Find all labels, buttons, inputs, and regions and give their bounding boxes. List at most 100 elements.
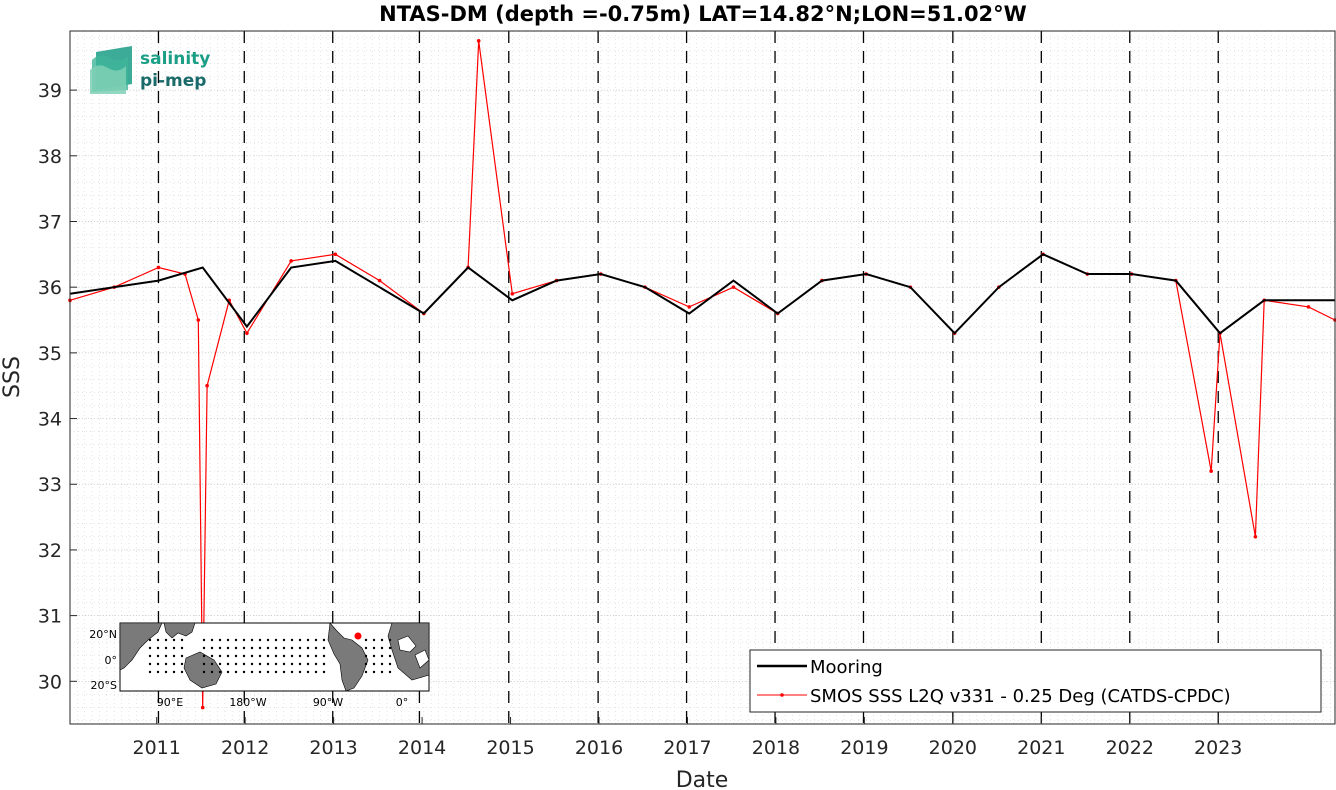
inset-mooring-dot xyxy=(388,654,392,658)
x-tick-label: 2023 xyxy=(1194,737,1242,759)
inset-mooring-dot xyxy=(258,654,262,658)
inset-mooring-dot xyxy=(156,670,160,674)
smos-data-point xyxy=(476,39,481,43)
inset-mooring-dot xyxy=(372,670,376,674)
inset-land-shapes xyxy=(119,622,430,692)
x-tick-label: 2021 xyxy=(1017,737,1065,759)
y-axis-label: SSS xyxy=(0,356,25,398)
inset-mooring-dot xyxy=(148,670,152,674)
inset-mooring-dot xyxy=(164,662,168,666)
inset-mooring-dot xyxy=(380,662,384,666)
inset-mooring-dot xyxy=(180,670,184,674)
inset-mooring-dot xyxy=(266,638,270,642)
inset-location-map: 20°N 0° 20°S 90°E 180°W 90°W 0° xyxy=(89,622,430,709)
x-tick-label: 2017 xyxy=(663,737,711,759)
smos-data-point xyxy=(333,252,338,257)
y-tick-label: 31 xyxy=(38,606,62,628)
inset-mooring-dot xyxy=(202,670,206,674)
smos-data-point xyxy=(731,285,736,289)
inset-mooring-dot xyxy=(298,662,302,666)
inset-mooring-dot xyxy=(274,646,278,650)
inset-mooring-dot xyxy=(202,638,206,642)
inset-mooring-dot xyxy=(164,670,168,674)
legend-mooring-label: Mooring xyxy=(810,657,883,678)
inset-mooring-dot xyxy=(380,646,384,650)
smos-data-point xyxy=(156,265,161,270)
inset-mooring-dot xyxy=(234,646,238,650)
x-axis-label: Date xyxy=(676,768,729,790)
logo-line2: pi-mep xyxy=(140,71,206,91)
inset-mooring-dots xyxy=(148,638,392,674)
inset-mooring-dot xyxy=(322,670,326,674)
inset-mooring-dot xyxy=(218,646,222,650)
inset-mooring-dot xyxy=(234,670,238,674)
inset-mooring-dot xyxy=(298,670,302,674)
inset-lon-label-90e: 90°E xyxy=(157,696,183,709)
inset-mooring-dot xyxy=(164,654,168,658)
inset-mooring-dot xyxy=(250,654,254,658)
inset-mooring-dot xyxy=(266,662,270,666)
inset-mooring-dot xyxy=(282,638,286,642)
logo-line1: salinity xyxy=(140,49,210,69)
inset-mooring-dot xyxy=(388,662,392,666)
inset-mooring-dot xyxy=(380,654,384,658)
inset-mooring-dot xyxy=(210,638,214,642)
inset-lat-label-20n: 20°N xyxy=(89,628,117,641)
inset-mooring-dot xyxy=(364,670,368,674)
inset-mooring-dot xyxy=(290,654,294,658)
inset-mooring-dot xyxy=(164,646,168,650)
inset-mooring-dot xyxy=(282,654,286,658)
x-tick-label: 2015 xyxy=(486,737,534,759)
inset-mooring-dot xyxy=(306,662,310,666)
smos-data-point xyxy=(245,331,249,335)
inset-mooring-dot xyxy=(322,654,326,658)
inset-mooring-dot xyxy=(266,670,270,674)
smos-data-point xyxy=(1209,469,1213,473)
logo-wave-icon xyxy=(90,46,132,94)
inset-mooring-dot xyxy=(210,646,214,650)
y-tick-label: 37 xyxy=(38,211,62,233)
inset-mooring-dot xyxy=(172,662,176,666)
inset-mooring-dot xyxy=(242,654,246,658)
inset-mooring-dot xyxy=(250,670,254,674)
inset-mooring-dot xyxy=(258,670,262,674)
series-layer xyxy=(68,39,1336,710)
inset-mooring-dot xyxy=(258,646,262,650)
x-tick-label: 2018 xyxy=(752,737,800,759)
inset-mooring-dot xyxy=(148,654,152,658)
inset-mooring-dot xyxy=(218,638,222,642)
smos-data-point xyxy=(510,291,515,296)
inset-mooring-dot xyxy=(156,646,160,650)
inset-mooring-dot xyxy=(372,662,376,666)
x-tick-label: 2019 xyxy=(840,737,888,759)
inset-mooring-dot xyxy=(290,662,294,666)
y-tick-label: 36 xyxy=(38,277,62,299)
x-tick-label: 2011 xyxy=(133,737,181,759)
inset-mooring-dot xyxy=(202,654,206,658)
smos-data-point xyxy=(205,383,209,388)
smos-data-point xyxy=(377,278,382,283)
x-tick-label: 2016 xyxy=(575,737,623,759)
inset-lon-label-90w: 90°W xyxy=(313,696,343,709)
inset-mooring-dot xyxy=(380,638,384,642)
inset-mooring-dot xyxy=(258,638,262,642)
inset-mooring-dot xyxy=(234,662,238,666)
inset-mooring-dot xyxy=(156,638,160,642)
inset-lon-label-180w: 180°W xyxy=(229,696,266,709)
inset-mooring-dot xyxy=(234,638,238,642)
inset-mooring-dot xyxy=(156,662,160,666)
inset-mooring-dot xyxy=(218,654,222,658)
inset-mooring-dot xyxy=(274,654,278,658)
plot-area-frame xyxy=(69,30,1336,725)
inset-mooring-dot xyxy=(314,638,318,642)
smos-data-point xyxy=(1253,534,1258,539)
inset-mooring-dot xyxy=(180,638,184,642)
inset-ntas-location-dot xyxy=(354,632,362,640)
inset-mooring-dot xyxy=(210,662,214,666)
inset-lon-label-0: 0° xyxy=(396,696,409,709)
inset-mooring-dot xyxy=(250,646,254,650)
inset-mooring-dot xyxy=(364,646,368,650)
inset-mooring-dot xyxy=(290,638,294,642)
inset-mooring-dot xyxy=(210,654,214,658)
